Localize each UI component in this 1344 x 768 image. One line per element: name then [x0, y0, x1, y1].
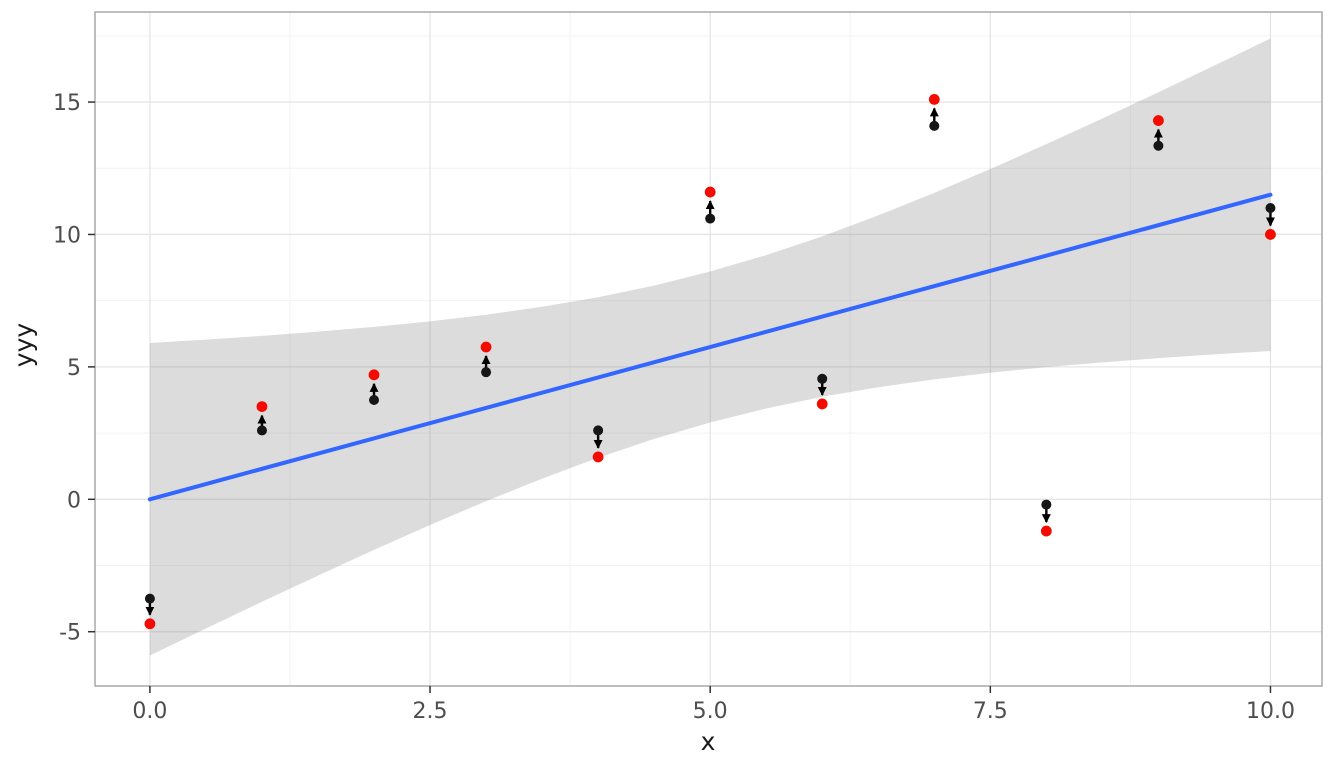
x-tick-label: 10.0 [1246, 699, 1295, 724]
data-point-shifted [1265, 229, 1276, 240]
gridlines [95, 12, 1322, 686]
data-point-shifted [816, 398, 828, 410]
data-point-shifted [704, 186, 716, 198]
y-axis-title: yyy [9, 323, 38, 368]
data-point-shifted [480, 341, 492, 353]
data-point-original [1041, 499, 1052, 510]
y-tick-label: 0 [67, 488, 81, 513]
y-tick-label: 10 [53, 223, 81, 248]
x-axis-title: x [701, 727, 716, 756]
y-tick-label: 15 [53, 91, 81, 116]
fit-line [147, 192, 1273, 502]
panel-border [94, 11, 1323, 687]
data-point-original [929, 120, 940, 131]
axis-ticks-and-labels: 0.0 2.5 5.0 7.5 10.0 -5 0 5 10 15 [53, 11, 1323, 724]
data-point-original [1265, 202, 1276, 213]
regression-line [147, 192, 1273, 502]
data-point-shifted [144, 618, 156, 630]
x-tick-label: 5.0 [693, 699, 728, 724]
data-point-original [1153, 140, 1164, 151]
data-point-original [481, 367, 492, 378]
data-point-shifted [368, 369, 380, 381]
data-point-original [144, 593, 155, 604]
data-point-original [705, 213, 716, 224]
data-point-shifted [1040, 525, 1052, 537]
data-point-original [817, 373, 828, 384]
x-tick-label: 7.5 [973, 699, 1008, 724]
data-points [144, 93, 1276, 630]
x-tick-label: 2.5 [413, 699, 448, 724]
data-point-shifted [256, 401, 268, 413]
data-point-original [593, 425, 604, 436]
data-point-shifted [928, 93, 940, 105]
y-tick-label: -5 [59, 621, 81, 646]
data-point-shifted [1153, 115, 1164, 126]
data-point-original [256, 425, 267, 436]
data-point-original [369, 394, 380, 405]
data-point-shifted [592, 451, 604, 463]
x-tick-label: 0.0 [132, 699, 167, 724]
y-tick-label: 5 [67, 356, 81, 381]
